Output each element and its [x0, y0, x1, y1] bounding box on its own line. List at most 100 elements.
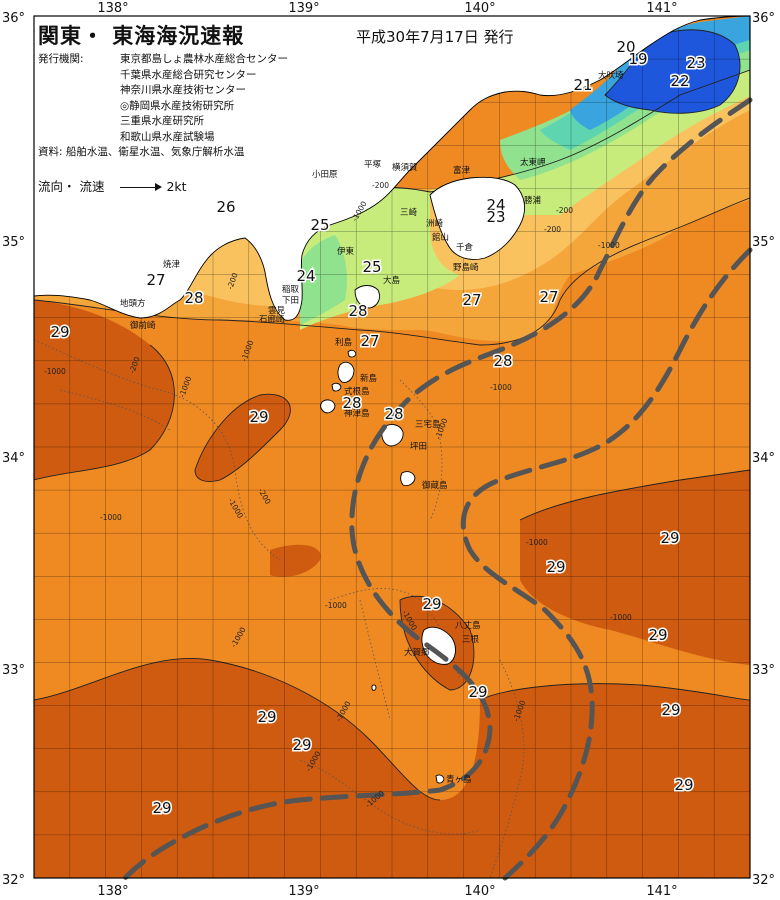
honshu-coast [33, 15, 751, 321]
place-label: 八丈島 [455, 620, 481, 631]
sst-label: 28 [184, 289, 203, 307]
sst-label: 27 [539, 288, 558, 306]
place-label: 小田原 [312, 169, 338, 180]
mikurajima [400, 471, 416, 487]
kuroshio-axis-south [460, 247, 753, 881]
sst-label: 29 [249, 408, 268, 426]
sst-label: 27 [360, 332, 379, 350]
sst-label: 29 [422, 595, 441, 613]
sst-label: 24 [296, 267, 315, 285]
place-label: 三宅島 [415, 419, 441, 430]
place-label: 大島 [383, 275, 401, 286]
sst-label: 28 [384, 405, 403, 423]
sst-label: 29 [660, 529, 679, 547]
map-frame [33, 15, 751, 879]
place-label: 新島 [360, 373, 378, 384]
place-label: 洲崎 [426, 218, 444, 229]
depth-label: -1000 [610, 613, 632, 622]
miyakejima [381, 424, 404, 447]
pool-29 [195, 394, 291, 482]
pool-29 [520, 470, 750, 665]
sst-label: 20 [616, 38, 635, 56]
place-label: 下田 [282, 296, 299, 306]
sst-label: 19 [628, 50, 647, 68]
place-label: 御前崎 [130, 320, 156, 331]
lat-tick: 34° [752, 451, 775, 466]
sst-label: 29 [152, 799, 171, 817]
lon-tick: 141° [646, 884, 677, 899]
place-label: 大吠埼 [598, 70, 624, 81]
lon-tick: 138° [97, 884, 128, 899]
depth-label: -200 [544, 225, 561, 234]
land [33, 15, 751, 784]
sst-label: 29 [468, 683, 487, 701]
sst-label: 23 [686, 54, 705, 72]
sst-label: 26 [216, 198, 235, 216]
lat-tick: 34° [2, 451, 25, 466]
lon-tick: 140° [464, 1, 495, 16]
lat-tick: 32° [2, 873, 25, 888]
place-label: 太東岬 [520, 157, 546, 168]
lat-tick: 32° [752, 873, 775, 888]
sst-label: 29 [661, 701, 680, 719]
place-label: 稲取 [282, 284, 300, 295]
place-label: 石廊崎 [259, 314, 285, 325]
place-label: 野島崎 [453, 262, 479, 273]
depth-label: -1000 [526, 538, 548, 547]
place-label: 横須賀 [392, 162, 418, 173]
sst-labels: 20 19 23 21 22 26 25 24 23 27 28 24 25 2… [49, 37, 707, 819]
lat-tick: 36° [2, 11, 25, 26]
lat-tick: 33° [2, 663, 25, 678]
place-label: 御蔵島 [422, 480, 448, 491]
pool-29 [34, 658, 750, 878]
place-label: 富津 [453, 165, 471, 176]
place-label: 式根島 [344, 386, 370, 397]
sst-label: 28 [493, 352, 512, 370]
place-labels: 大吠埼 太東岬 勝浦 富津 館山 千倉 野島崎 洲崎 平塚 小田原 横須賀 三崎… [120, 70, 624, 785]
kuroshio-axis-north [122, 97, 753, 881]
depth-label: -1000 [44, 367, 66, 376]
depth-label: -1000 [100, 513, 122, 522]
niijima [337, 361, 355, 383]
sst-label: 25 [362, 258, 381, 276]
sst-label: 22 [670, 72, 689, 90]
lon-tick: 140° [464, 884, 495, 899]
shikinejima [331, 382, 342, 392]
lat-tick: 35° [2, 235, 25, 250]
small-islet [371, 684, 377, 691]
sst-label: 28 [348, 302, 367, 320]
lat-tick: 33° [752, 663, 775, 678]
sst-label: 27 [462, 291, 481, 309]
place-label: 青ヶ島 [446, 774, 472, 785]
kuroshio-axis [122, 97, 753, 881]
sst-label: 29 [674, 776, 693, 794]
lon-tick: 139° [288, 884, 319, 899]
sst-label: 29 [257, 708, 276, 726]
lat-tick: 36° [752, 11, 775, 26]
place-label: 平塚 [364, 160, 382, 170]
depth-label: -200 [372, 181, 389, 190]
sst-label: 21 [573, 76, 592, 94]
place-label: 焼津 [163, 259, 181, 270]
place-label: 雲見 [268, 306, 286, 316]
place-label: 坪田 [410, 442, 427, 452]
izu-oshima [354, 285, 381, 309]
sst-label: 29 [292, 736, 311, 754]
water-24 [300, 235, 347, 325]
sst-label: 23 [486, 208, 505, 226]
place-label: 三根 [462, 634, 480, 645]
depth-label: -1000 [325, 601, 347, 610]
place-label: 伊東 [337, 246, 355, 257]
sst-label: 29 [546, 558, 565, 576]
depth-label: -1000 [598, 241, 620, 250]
sst-label: 28 [342, 394, 361, 412]
lon-tick: 138° [97, 1, 128, 16]
place-label: 利島 [335, 337, 353, 348]
kozushima [320, 399, 336, 414]
water-21 [605, 29, 740, 114]
boso-peninsula [429, 176, 526, 260]
place-label: 神津島 [344, 408, 370, 419]
place-label: 三崎 [400, 207, 418, 218]
